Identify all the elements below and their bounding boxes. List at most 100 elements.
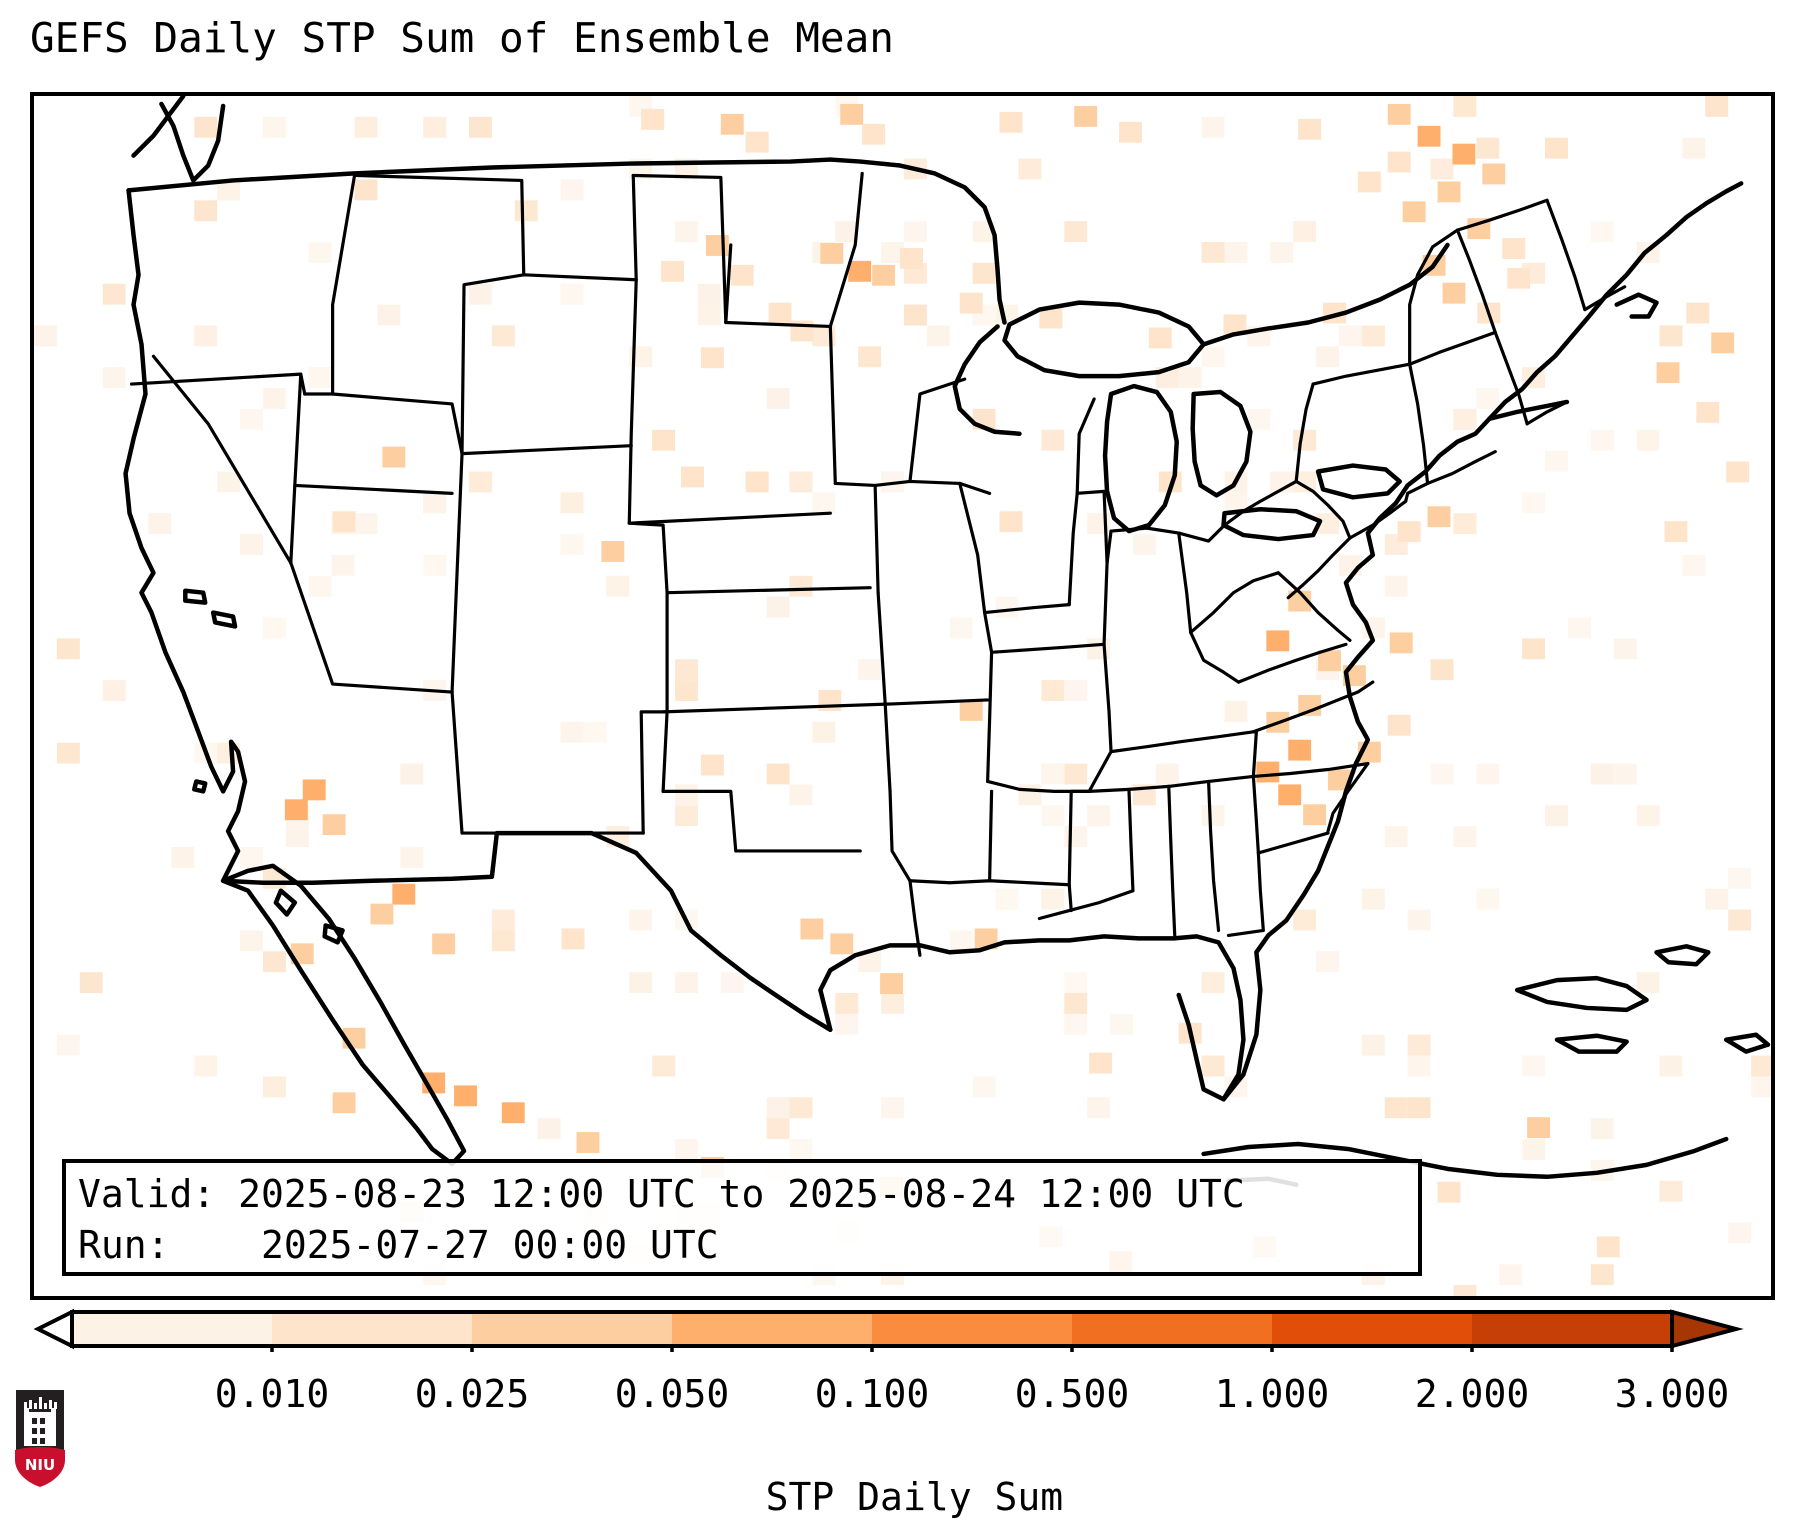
heatmap-cell xyxy=(700,754,724,776)
heatmap-cell xyxy=(1437,1181,1461,1203)
heatmap-cell xyxy=(848,260,872,282)
heatmap-cell xyxy=(1074,105,1098,127)
heatmap-cell xyxy=(1224,242,1248,263)
colorbar-tick-label: 1.000 xyxy=(1214,1372,1330,1416)
colorbar-band xyxy=(872,1312,1073,1346)
heatmap-cell xyxy=(1476,888,1500,910)
heatmap-cell xyxy=(789,1097,813,1119)
heatmap-cell xyxy=(432,933,456,955)
heatmap-cell xyxy=(881,993,904,1014)
heatmap-cell xyxy=(1453,96,1477,117)
heatmap-cell xyxy=(1686,302,1710,324)
heatmap-cell xyxy=(1522,1055,1546,1077)
colorbar-tick-label: 0.500 xyxy=(1014,1372,1130,1416)
colorbar-svg[interactable] xyxy=(0,1306,1803,1352)
heatmap-cell xyxy=(290,943,314,965)
heatmap-cell xyxy=(675,972,698,994)
heatmap-cell xyxy=(1476,388,1500,409)
heatmap-cell xyxy=(1087,1097,1111,1119)
heatmap-cell xyxy=(766,388,790,409)
heatmap-cell xyxy=(400,763,424,785)
heatmap-cell xyxy=(302,779,326,801)
heatmap-cell xyxy=(1148,327,1172,349)
niu-logo: NIU xyxy=(14,1388,66,1489)
page-title: GEFS Daily STP Sum of Ensemble Mean xyxy=(30,14,894,62)
heatmap-cell xyxy=(766,1097,790,1119)
heatmap-cell xyxy=(354,179,378,201)
heatmap-cell xyxy=(675,805,698,827)
valid-time-line: Valid: 2025-08-23 12:00 UTC to 2025-08-2… xyxy=(78,1172,1245,1216)
heatmap-cell xyxy=(789,1139,813,1160)
heatmap-cells xyxy=(34,96,1771,1296)
heatmap-cell xyxy=(1293,429,1317,451)
heatmap-cell xyxy=(1064,993,1088,1014)
heatmap-cell xyxy=(1636,805,1660,827)
heatmap-cell xyxy=(766,763,790,785)
heatmap-cell xyxy=(1705,96,1729,117)
colorbar-band xyxy=(1072,1312,1273,1346)
heatmap-cell xyxy=(1482,163,1506,185)
heatmap-cell xyxy=(1522,638,1546,660)
heatmap-cell xyxy=(812,492,836,514)
heatmap-cell xyxy=(675,221,698,243)
heatmap-cell xyxy=(1696,401,1720,423)
map-canvas[interactable] xyxy=(34,96,1771,1296)
heatmap-cell xyxy=(1726,461,1750,483)
heatmap-cell xyxy=(629,972,653,994)
heatmap-cell xyxy=(820,243,844,264)
heatmap-cell xyxy=(285,826,309,847)
heatmap-cell xyxy=(194,200,218,222)
niu-banner xyxy=(15,1447,65,1487)
heatmap-cell xyxy=(1201,972,1225,994)
heatmap-cell xyxy=(1064,763,1088,785)
heatmap-cell xyxy=(1453,826,1477,847)
heatmap-cell xyxy=(1201,1055,1225,1077)
heatmap-cell xyxy=(1659,325,1683,347)
niu-banner-text: NIU xyxy=(25,1456,55,1474)
heatmap-cell xyxy=(1384,826,1408,847)
colorbar-tick-label: 2.000 xyxy=(1414,1372,1530,1416)
heatmap-cell xyxy=(900,247,923,269)
heatmap-cell xyxy=(1316,951,1339,973)
heatmap-cell xyxy=(102,367,126,389)
heatmap-cell xyxy=(1656,362,1680,384)
colorbar-band xyxy=(72,1312,273,1346)
heatmap-cell xyxy=(1064,972,1088,994)
heatmap-cell xyxy=(1357,171,1381,193)
heatmap-cell xyxy=(377,304,401,326)
heatmap-cell xyxy=(1427,506,1451,528)
heatmap-cell xyxy=(468,471,492,493)
heatmap-cell xyxy=(835,221,859,243)
colorbar-band xyxy=(672,1312,873,1346)
heatmap-cell xyxy=(1659,1055,1683,1077)
colorbar-tick-label: 0.100 xyxy=(814,1372,930,1416)
heatmap-cell xyxy=(1018,158,1042,180)
heatmap-cell xyxy=(858,951,882,973)
heatmap-cell xyxy=(1384,575,1408,597)
heatmap-cell xyxy=(1590,429,1614,451)
colorbar-tick-label: 0.010 xyxy=(214,1372,330,1416)
heatmap-cell xyxy=(491,325,515,347)
heatmap-cell xyxy=(700,347,724,369)
heatmap-cell xyxy=(1664,521,1688,543)
heatmap-cell xyxy=(1316,346,1339,368)
colorbar-over-arrow xyxy=(1670,1309,1744,1349)
niu-tower-windows xyxy=(32,1418,45,1444)
heatmap-cell xyxy=(1155,763,1179,785)
heatmap-cell xyxy=(972,262,996,284)
heatmap-cell xyxy=(881,242,904,263)
map-panel[interactable] xyxy=(30,92,1775,1300)
heatmap-cell xyxy=(652,1055,676,1077)
heatmap-cell xyxy=(1527,1117,1551,1139)
heatmap-cell xyxy=(903,221,927,243)
heatmap-cell xyxy=(1453,408,1477,430)
heatmap-cell xyxy=(697,304,721,326)
colorbar-tick-labels: 0.010 0.025 0.050 0.100 0.500 1.000 2.000 3.000 xyxy=(0,1372,1803,1422)
heatmap-cell xyxy=(675,680,698,701)
colorbar[interactable] xyxy=(0,1306,1803,1352)
heatmap-cell xyxy=(1338,325,1362,347)
heatmap-cell xyxy=(959,292,983,314)
heatmap-cell xyxy=(1064,826,1088,847)
heatmap-cell xyxy=(995,888,1019,910)
heatmap-cell xyxy=(1407,1034,1431,1056)
